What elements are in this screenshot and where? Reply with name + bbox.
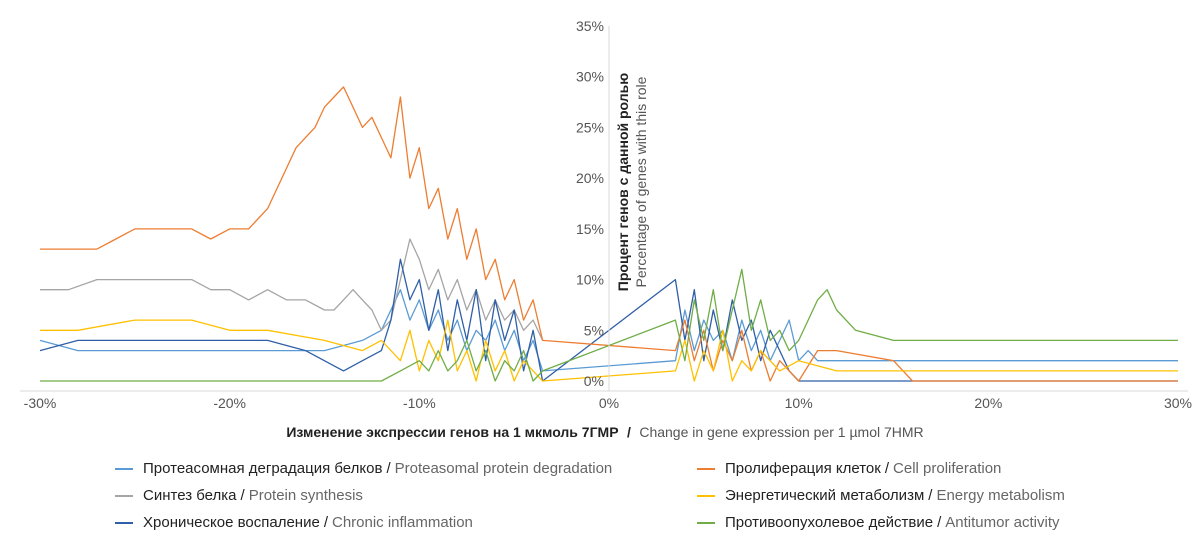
y-tick-label: 15% [576,221,604,237]
plot-area [39,86,1178,382]
y-tick-label: 25% [576,119,604,135]
y-tick-label: 30% [576,69,604,85]
x-tick-label: 10% [785,395,813,411]
x-tick-label: -20% [213,395,246,411]
y-tick-label: 35% [576,18,604,34]
y-tick-labels: 0% 5% 10% 15% 20% 25% 30% 35% [576,18,604,389]
series-line-1 [40,238,544,341]
x-tick-label: 0% [599,395,619,411]
y-axis-label-en: Percentage of genes with this role [633,76,649,287]
x-tick-label: 20% [974,395,1002,411]
x-axis-label-ru: Изменение экспрессии генов на 1 мкмоль 7… [286,424,618,440]
y-tick-label: 0% [584,373,604,389]
x-tick-labels: -30% -20% -10% 0% 10% 20% 30% [24,395,1192,411]
x-tick-label: -10% [403,395,436,411]
series-line-3 [40,86,1178,382]
y-axis-label-ru: Процент генов с данной ролью [615,73,631,291]
x-tick-label: -30% [24,395,57,411]
y-tick-label: 5% [584,322,604,338]
series-line-5 [40,268,1178,382]
y-tick-label: 20% [576,170,604,186]
x-axis-label-sep: / [627,424,631,440]
y-tick-label: 10% [576,272,604,288]
x-tick-label: 30% [1164,395,1192,411]
series-line-2 [39,258,1178,382]
x-axis-label-en: Change in gene expression per 1 µmol 7HM… [639,424,923,440]
x-axis-label: Изменение экспрессии генов на 1 мкмоль 7… [286,424,923,441]
